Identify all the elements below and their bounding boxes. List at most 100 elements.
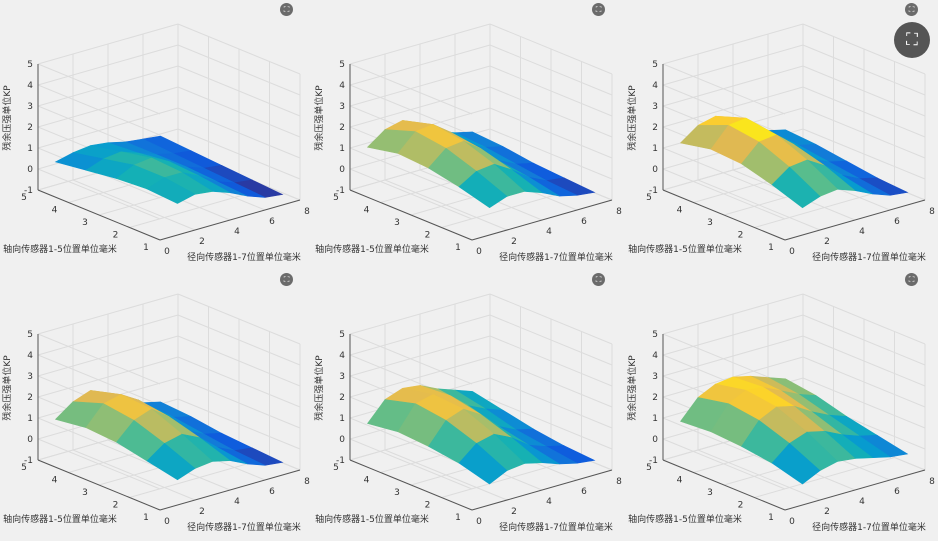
y-axis-label: 轴向传感器1-5位置单位毫米 <box>315 243 429 255</box>
x-tick-label: 8 <box>304 477 310 487</box>
z-tick-label: -1 <box>336 186 345 196</box>
y-tick-label: 3 <box>707 488 713 498</box>
z-tick-label: 3 <box>339 372 345 382</box>
y-tick-label: 2 <box>738 231 744 241</box>
z-tick-label: 4 <box>652 351 658 361</box>
x-tick-label: 2 <box>199 507 205 517</box>
surface-patch <box>146 442 196 481</box>
y-tick-label: 5 <box>333 463 339 473</box>
y-tick-label: 2 <box>113 231 119 241</box>
expand-icon[interactable]: ⛶ <box>280 3 293 16</box>
y-tick-label: 3 <box>82 488 88 498</box>
y-tick-label: 5 <box>333 193 339 203</box>
z-tick-label: 2 <box>652 123 658 133</box>
z-tick-label: 1 <box>339 144 345 154</box>
z-tick-label: 1 <box>27 414 33 424</box>
x-axis <box>159 469 301 511</box>
x-axis <box>784 469 926 511</box>
x-tick-label: 6 <box>581 217 587 227</box>
x-tick-label: 4 <box>859 497 865 507</box>
z-tick-label: 3 <box>339 102 345 112</box>
grid-line <box>37 63 161 115</box>
x-tick-label: 6 <box>894 217 900 227</box>
y-tick-label: 1 <box>143 513 149 523</box>
z-tick-label: 2 <box>339 393 345 403</box>
z-tick-label: 2 <box>339 123 345 133</box>
expand-icon[interactable]: ⛶ <box>905 273 918 286</box>
y-tick-label: 4 <box>677 476 683 486</box>
y-tick-label: 2 <box>425 231 431 241</box>
z-tick-label: -1 <box>649 456 658 466</box>
z-axis-label: 残余压强单位KP <box>313 85 325 151</box>
y-axis-label: 轴向传感器1-5位置单位毫米 <box>3 513 117 525</box>
surface-plot-5: ⛶ -1 0 1 2 3 4 5 0 2 4 6 8 1 2 3 4 5 残余压强单位KP 径向传感器1-7位置单位毫… <box>312 270 624 540</box>
x-tick-label: 4 <box>546 227 552 237</box>
x-tick-label: 4 <box>546 497 552 507</box>
z-tick-label: 4 <box>27 351 33 361</box>
x-tick-label: 4 <box>234 227 240 237</box>
y-axis <box>662 459 786 511</box>
y-axis-label: 轴向传感器1-5位置单位毫米 <box>628 243 742 255</box>
grid-line <box>129 457 270 498</box>
z-tick-label: 3 <box>27 372 33 382</box>
surface-plot-3: ⛶ -1 0 1 2 3 4 5 0 2 4 6 8 1 2 3 4 5 残余压强单位KP 径向传感器1-7位置单位毫… <box>625 0 937 270</box>
surface-patch <box>146 177 196 204</box>
y-tick-label: 2 <box>425 501 431 511</box>
grid-line <box>349 84 473 136</box>
x-axis <box>471 199 613 241</box>
z-tick-label: 0 <box>652 435 658 445</box>
y-axis <box>349 189 473 241</box>
z-tick-label: 0 <box>339 165 345 175</box>
y-tick-label: 3 <box>82 218 88 228</box>
x-axis-label: 径向传感器1-7位置单位毫米 <box>187 251 301 263</box>
surface-plot-6: ⛶ -1 0 1 2 3 4 5 0 2 4 6 8 1 2 3 4 5 残余压强单位KP 径向传感器1-7位置单位毫… <box>625 270 937 540</box>
y-tick-label: 2 <box>113 501 119 511</box>
x-tick-label: 6 <box>269 487 275 497</box>
x-tick-label: 2 <box>511 507 517 517</box>
x-axis <box>784 199 926 241</box>
z-tick-label: 4 <box>27 81 33 91</box>
z-tick-label: 3 <box>652 102 658 112</box>
x-tick-label: 2 <box>199 237 205 247</box>
z-axis-label: 残余压强单位KP <box>1 355 13 421</box>
x-tick-label: 8 <box>304 207 310 217</box>
grid-line <box>662 84 786 136</box>
grid-line <box>754 187 895 228</box>
z-tick-label: 3 <box>652 372 658 382</box>
z-axis-label: 残余压强单位KP <box>1 85 13 151</box>
x-axis-label: 径向传感器1-7位置单位毫米 <box>187 521 301 533</box>
expand-icon[interactable]: ⛶ <box>905 3 918 16</box>
fullscreen-icon[interactable]: ⛶ <box>894 22 930 58</box>
expand-icon[interactable]: ⛶ <box>280 273 293 286</box>
y-axis <box>662 189 786 241</box>
grid-line <box>662 333 786 385</box>
grid-line <box>349 333 473 385</box>
y-axis-label: 轴向传感器1-5位置单位毫米 <box>315 513 429 525</box>
x-axis-label: 径向传感器1-7位置单位毫米 <box>499 521 613 533</box>
z-tick-label: 2 <box>652 393 658 403</box>
x-axis <box>471 469 613 511</box>
surface-plot-1: ⛶ -1 0 1 2 3 4 5 0 2 4 6 8 1 2 3 4 5 残余压强单位KP 径向传感器1-7位置单位毫… <box>0 0 312 270</box>
y-tick-label: 1 <box>768 243 774 253</box>
x-axis-label: 径向传感器1-7位置单位毫米 <box>812 521 926 533</box>
x-tick-label: 6 <box>894 487 900 497</box>
grid-line <box>662 63 786 115</box>
expand-icon[interactable]: ⛶ <box>592 273 605 286</box>
y-tick-label: 4 <box>364 476 370 486</box>
surface-patch <box>771 166 821 209</box>
y-axis <box>37 189 161 241</box>
x-tick-label: 0 <box>789 247 795 257</box>
z-tick-label: 4 <box>339 81 345 91</box>
expand-icon[interactable]: ⛶ <box>592 3 605 16</box>
y-tick-label: 4 <box>52 476 58 486</box>
y-tick-label: 5 <box>21 193 27 203</box>
x-axis <box>159 199 301 241</box>
z-tick-label: 1 <box>652 414 658 424</box>
surface-plot-4: ⛶ -1 0 1 2 3 4 5 0 2 4 6 8 1 2 3 4 5 残余压强单位KP 径向传感器1-7位置单位毫… <box>0 270 312 540</box>
z-tick-label: 0 <box>27 435 33 445</box>
z-tick-label: 2 <box>27 123 33 133</box>
y-tick-label: 5 <box>646 193 652 203</box>
grid-line <box>754 457 895 498</box>
z-tick-label: 1 <box>27 144 33 154</box>
surface-patch <box>458 442 508 485</box>
